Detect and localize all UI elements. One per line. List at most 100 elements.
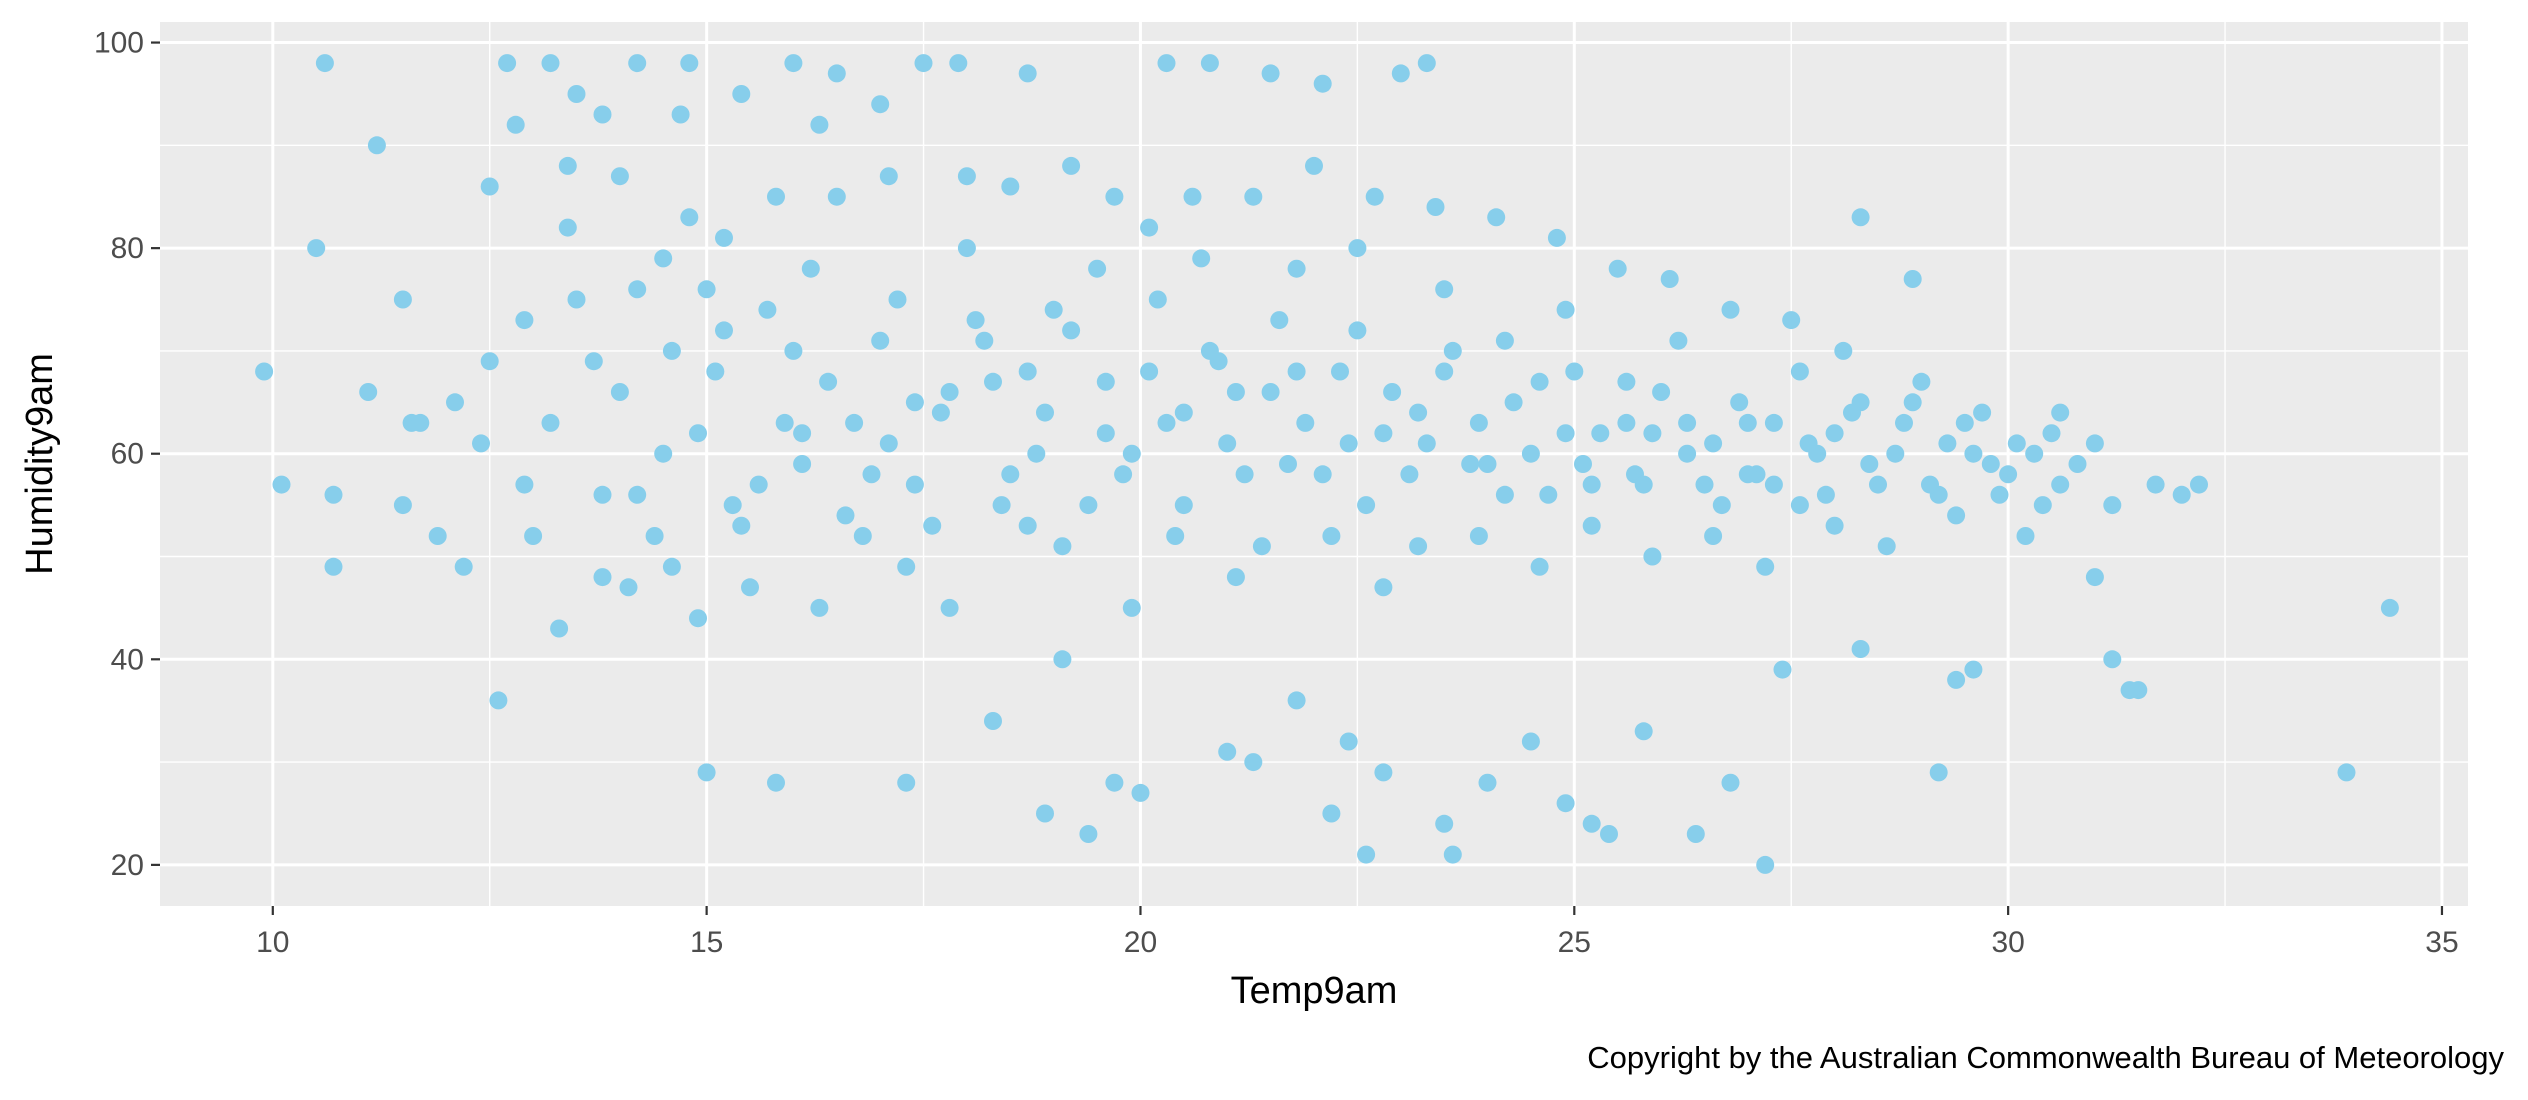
minor-gridlines [160, 22, 2468, 906]
data-point [1712, 496, 1731, 515]
data-point [931, 403, 950, 422]
data-point [1764, 475, 1783, 494]
data-point [1669, 331, 1688, 350]
data-point [1903, 270, 1922, 288]
data-point [1435, 814, 1454, 833]
data-point [1495, 485, 1514, 504]
data-point [1678, 444, 1697, 463]
data-point [1244, 187, 1263, 206]
data-point [1417, 434, 1436, 453]
data-point [498, 54, 517, 73]
data-point [2033, 496, 2052, 515]
data-point [905, 393, 924, 412]
data-point [810, 598, 829, 617]
data-point [1374, 763, 1393, 782]
data-point [1608, 259, 1627, 278]
data-point [1018, 362, 1037, 381]
x-tick-label: 25 [1558, 926, 1591, 959]
data-point [992, 496, 1011, 515]
data-point [1062, 156, 1081, 175]
data-point [1053, 650, 1072, 669]
data-point [1886, 444, 1905, 463]
data-point [1435, 362, 1454, 381]
data-point [1947, 670, 1966, 689]
data-point [272, 475, 291, 494]
y-tick-label: 100 [94, 27, 144, 60]
data-point [1756, 855, 1775, 874]
data-point [1764, 413, 1783, 432]
data-point [628, 485, 647, 504]
data-point [853, 527, 872, 545]
data-point [1730, 393, 1749, 412]
data-point [1036, 403, 1054, 422]
data-point [411, 413, 430, 432]
data-point [1383, 383, 1402, 401]
data-point [1756, 557, 1775, 576]
data-point [255, 362, 274, 381]
data-point [767, 187, 785, 206]
data-point [905, 475, 924, 494]
data-point [584, 352, 603, 371]
data-point [324, 485, 343, 504]
data-point [957, 239, 976, 258]
data-point [1521, 444, 1540, 463]
data-point [393, 496, 412, 515]
x-tick-label: 30 [1991, 926, 2024, 959]
data-point [515, 475, 534, 494]
data-point [784, 54, 803, 73]
data-point [1634, 722, 1653, 741]
data-point [1461, 455, 1480, 473]
data-point [957, 167, 976, 186]
data-point [1027, 444, 1046, 463]
data-point [1851, 640, 1870, 658]
data-point [2146, 475, 2165, 494]
data-point [524, 527, 543, 545]
data-point [1860, 455, 1879, 473]
data-point [2172, 485, 2191, 504]
data-point [1062, 321, 1081, 340]
x-axis-ticks: 10 15 20 25 30 35 [256, 906, 2459, 959]
data-point [1122, 444, 1141, 463]
data-point [1365, 187, 1384, 206]
data-point [1244, 753, 1263, 772]
data-point [1990, 485, 2009, 504]
data-point [2016, 527, 2035, 545]
data-point [1140, 218, 1159, 237]
data-point [1400, 465, 1419, 484]
data-point [428, 527, 447, 545]
data-point [2103, 650, 2122, 669]
data-point [1374, 578, 1393, 597]
data-point [1140, 362, 1159, 381]
data-point [2190, 475, 2208, 494]
data-point [1218, 434, 1237, 453]
data-point [593, 485, 612, 504]
data-point [489, 691, 508, 710]
data-point [2337, 763, 2356, 782]
data-point [1582, 475, 1601, 494]
data-point [1122, 598, 1141, 617]
data-point [732, 85, 751, 103]
data-point [1652, 383, 1671, 401]
data-point [628, 280, 647, 299]
data-point [2103, 496, 2122, 515]
data-point [1174, 403, 1193, 422]
data-point [1556, 300, 1575, 319]
data-point [1192, 249, 1211, 268]
data-point [1001, 177, 1020, 196]
data-point [1929, 763, 1948, 782]
y-axis-ticks: 20 40 60 80 100 [94, 27, 160, 882]
y-tick-label: 20 [111, 849, 144, 882]
data-point [1313, 465, 1332, 484]
data-point [662, 341, 681, 360]
data-point [662, 557, 681, 576]
y-tick-label: 80 [111, 232, 144, 265]
data-point [819, 372, 838, 391]
data-point [610, 383, 629, 401]
data-point [1261, 64, 1280, 83]
data-point [1582, 516, 1601, 535]
data-point [715, 321, 733, 340]
data-point [541, 413, 560, 432]
data-point [1252, 537, 1271, 556]
data-point [1773, 660, 1792, 679]
